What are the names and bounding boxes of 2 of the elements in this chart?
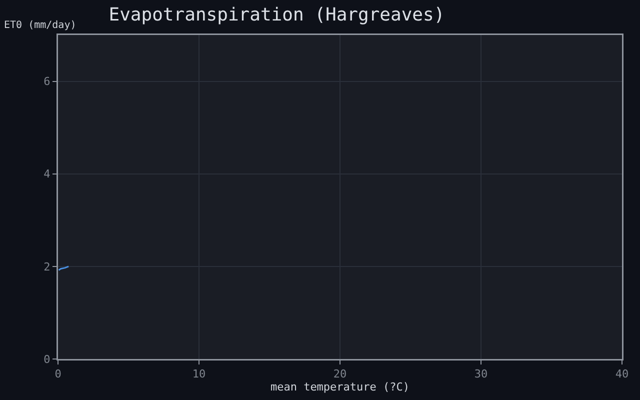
x-tick-label: 30: [474, 368, 488, 381]
x-tick-label: 40: [615, 368, 629, 381]
